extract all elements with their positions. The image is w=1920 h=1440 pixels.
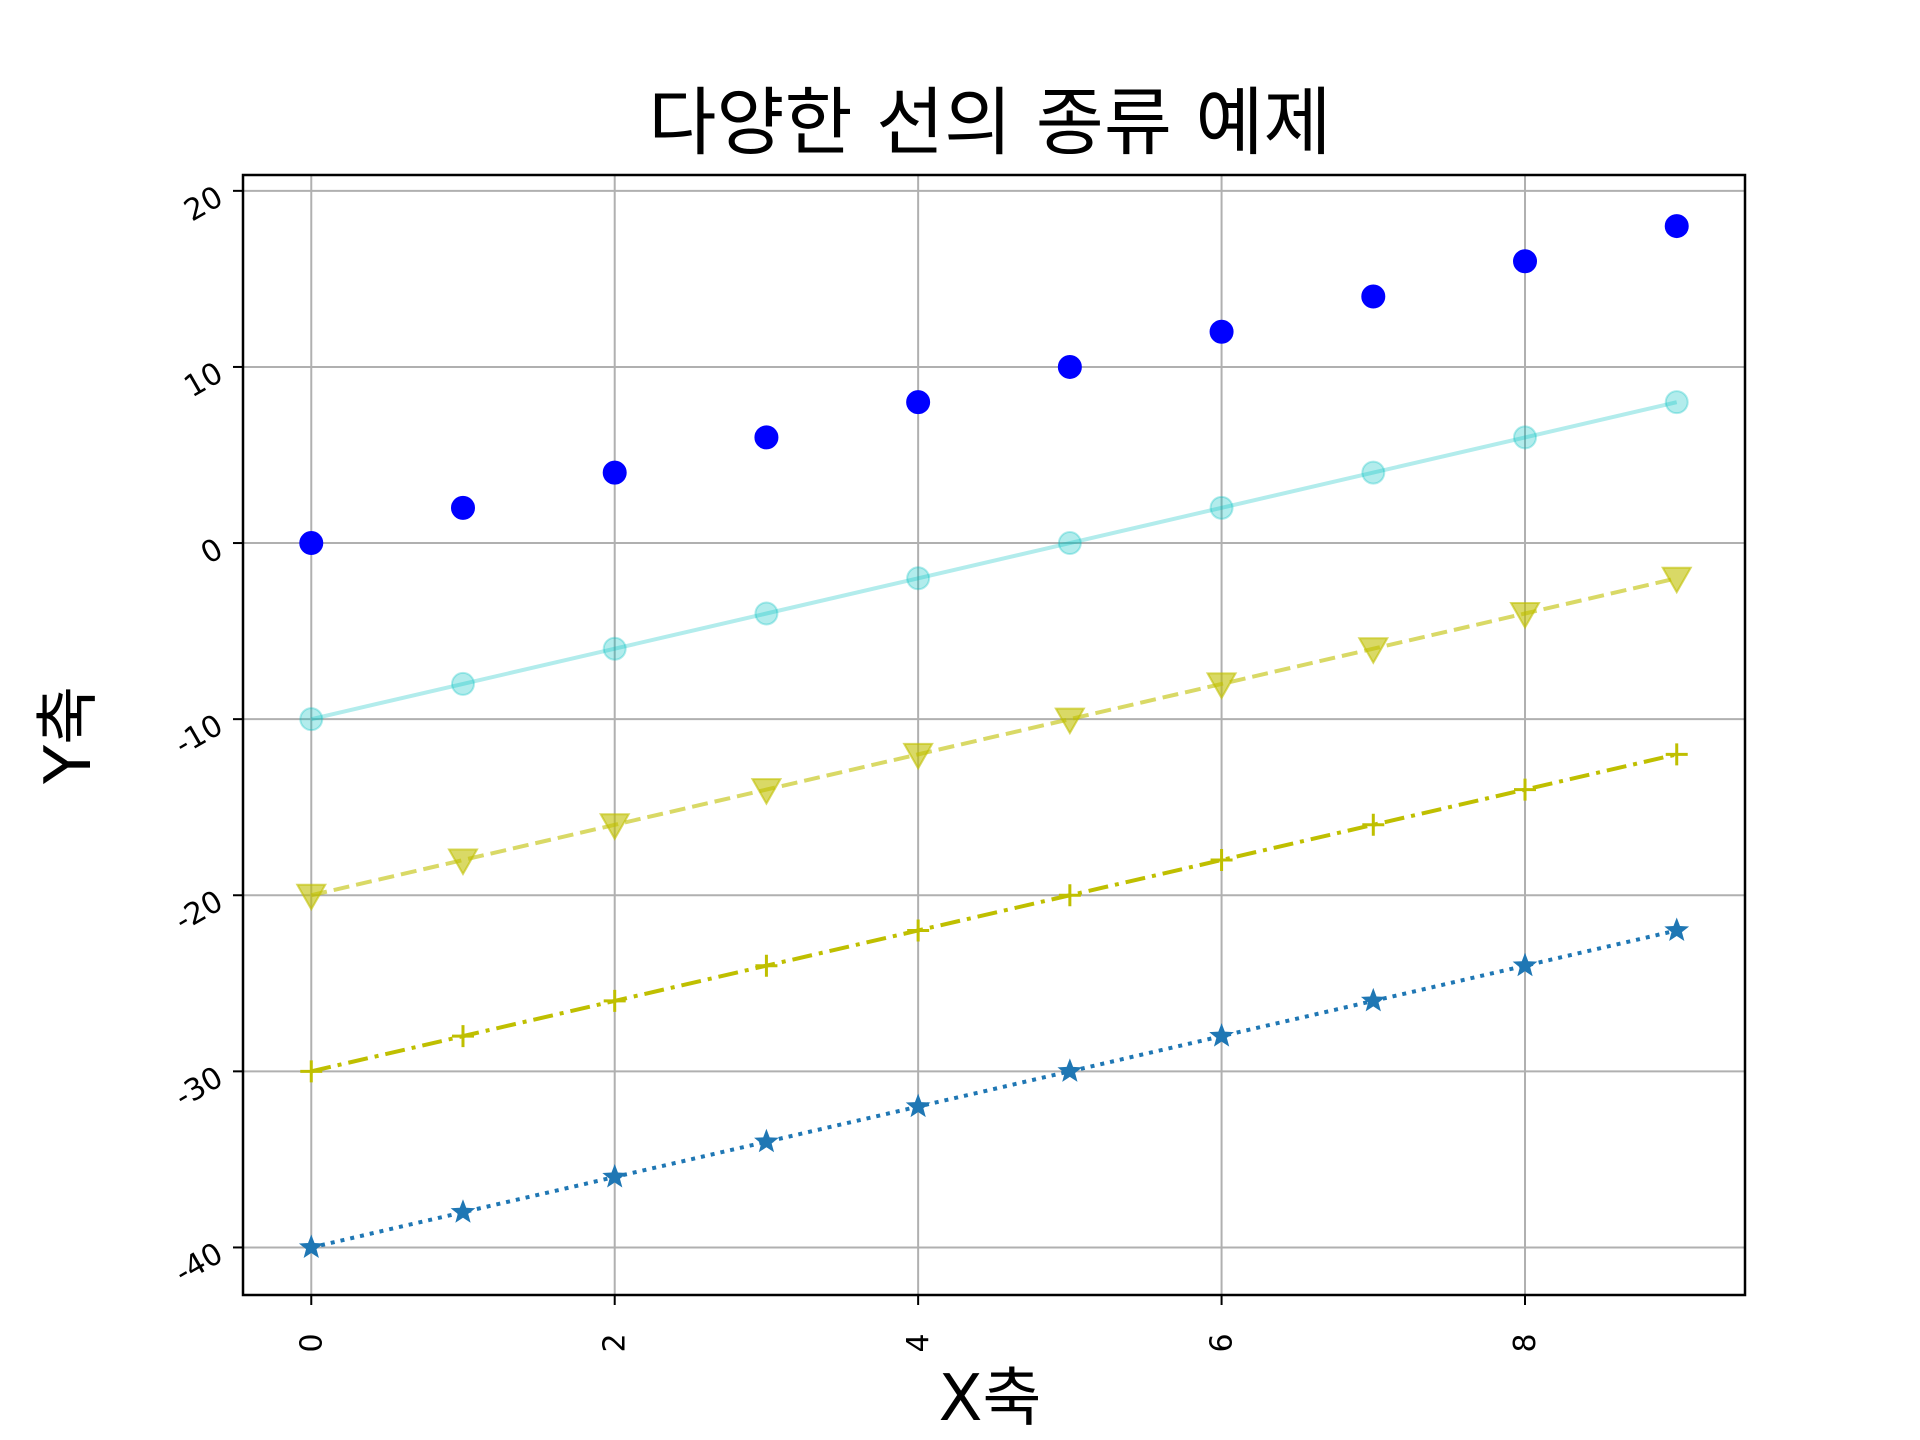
data-point — [1361, 284, 1386, 309]
data-point — [450, 671, 475, 696]
plot-area-frame — [241, 173, 1747, 1297]
data-point — [450, 495, 475, 520]
y-tick-label: -30 — [169, 1060, 229, 1115]
data-point — [1664, 917, 1690, 941]
data-point — [1058, 884, 1081, 907]
data-point — [1514, 778, 1537, 801]
data-point — [602, 636, 627, 661]
data-point — [1362, 813, 1385, 836]
data-point — [750, 778, 783, 806]
series-line — [310, 752, 1678, 1074]
data-point — [902, 742, 934, 771]
ticks: 0 2 4 6 8 -40 -30 -20 -10 0 10 20 — [169, 179, 1543, 1352]
data-point — [447, 848, 479, 877]
series-0 — [299, 214, 1689, 556]
data-point — [1360, 987, 1386, 1012]
data-point — [1209, 319, 1234, 344]
data-point — [1209, 1023, 1234, 1047]
series-line — [310, 400, 1678, 722]
data-point — [906, 566, 931, 591]
data-point — [1205, 672, 1238, 700]
series-line — [310, 928, 1678, 1250]
x-tick-label: 8 — [1508, 1333, 1543, 1352]
data-point — [295, 883, 327, 912]
x-axis-label: X축 — [939, 1362, 1042, 1436]
data-point — [602, 1164, 628, 1188]
x-tick-label: 4 — [901, 1333, 936, 1352]
data-point — [905, 1093, 931, 1118]
data-point — [1054, 707, 1086, 736]
data-point — [1665, 743, 1688, 766]
y-tick-label: -20 — [169, 884, 229, 939]
data-point — [1509, 601, 1541, 630]
data-point — [907, 919, 930, 942]
y-tick-label: 10 — [178, 356, 229, 405]
data-point — [1661, 566, 1693, 595]
y-tick-label: -10 — [169, 708, 229, 763]
x-tick-label: 2 — [598, 1333, 633, 1352]
data-point — [1210, 849, 1233, 872]
data-point — [1664, 390, 1689, 415]
data-point — [754, 601, 779, 626]
series-4 — [298, 917, 1690, 1258]
data-point — [1057, 531, 1082, 556]
data-point — [754, 425, 779, 450]
data-point — [906, 390, 931, 415]
series-1 — [299, 390, 1689, 732]
series-2 — [295, 566, 1693, 912]
data-point — [602, 460, 627, 485]
chart-title: 다양한 선의 종류 예제 — [648, 80, 1331, 166]
data-point — [298, 1234, 324, 1258]
data-point — [299, 707, 324, 732]
y-tick-label: 0 — [195, 532, 229, 572]
data-point — [1513, 425, 1538, 450]
data-point — [598, 813, 631, 841]
y-axis-label: Y축 — [32, 686, 106, 785]
data-point — [299, 531, 324, 556]
data-point — [1512, 952, 1538, 977]
x-tick-label: 6 — [1205, 1333, 1240, 1352]
x-tick-label: 0 — [294, 1333, 329, 1352]
grid — [243, 175, 1745, 1295]
data-point — [1664, 214, 1689, 239]
data-point — [450, 1199, 476, 1223]
data-point — [754, 1128, 779, 1153]
data-point — [300, 1060, 323, 1083]
series-3 — [300, 743, 1688, 1083]
data-point — [1357, 637, 1390, 665]
data-point — [1057, 354, 1082, 379]
data-point — [755, 954, 778, 977]
data-point — [603, 989, 626, 1012]
series-layer — [295, 214, 1693, 1258]
y-tick-label: -40 — [169, 1236, 229, 1291]
data-point — [451, 1025, 474, 1048]
series-line — [310, 576, 1678, 898]
y-tick-label: 20 — [178, 179, 229, 228]
data-point — [1057, 1058, 1083, 1082]
data-point — [1513, 249, 1538, 274]
data-point — [1361, 460, 1386, 485]
data-point — [1209, 495, 1234, 520]
